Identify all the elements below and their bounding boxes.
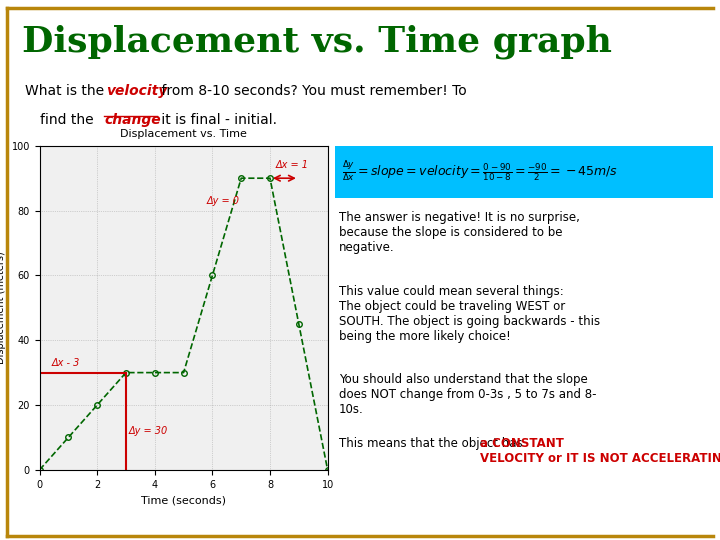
FancyBboxPatch shape bbox=[335, 146, 713, 198]
Text: This means that the object has: This means that the object has bbox=[338, 437, 526, 450]
Text: Δy = 0: Δy = 0 bbox=[207, 196, 240, 206]
Text: from 8-10 seconds? You must remember! To: from 8-10 seconds? You must remember! To bbox=[157, 84, 467, 98]
Text: Δy = 30: Δy = 30 bbox=[129, 426, 168, 436]
X-axis label: Time (seconds): Time (seconds) bbox=[141, 495, 226, 505]
Text: Δx - 3: Δx - 3 bbox=[51, 358, 79, 368]
Text: This value could mean several things:
The object could be traveling WEST or
SOUT: This value could mean several things: Th… bbox=[338, 285, 600, 343]
Text: $\frac{\Delta y}{\Delta x} = slope = velocity = \frac{0-90}{10-8} = \frac{-90}{2: $\frac{\Delta y}{\Delta x} = slope = vel… bbox=[343, 160, 618, 184]
Text: change: change bbox=[104, 113, 161, 127]
Text: velocity: velocity bbox=[107, 84, 168, 98]
Text: it is final - initial.: it is final - initial. bbox=[157, 113, 277, 127]
Text: Δx = 1: Δx = 1 bbox=[276, 160, 309, 171]
Title: Displacement vs. Time: Displacement vs. Time bbox=[120, 130, 247, 139]
Text: find the: find the bbox=[40, 113, 98, 127]
Text: The answer is negative! It is no surprise,
because the slope is considered to be: The answer is negative! It is no surpris… bbox=[338, 211, 580, 254]
Text: What is the: What is the bbox=[25, 84, 109, 98]
Text: You should also understand that the slope
does NOT change from 0-3s , 5 to 7s an: You should also understand that the slop… bbox=[338, 373, 596, 416]
Text: Displacement vs. Time graph: Displacement vs. Time graph bbox=[22, 24, 611, 59]
Text: a CONSTANT
VELOCITY or IT IS NOT ACCELERATING.: a CONSTANT VELOCITY or IT IS NOT ACCELER… bbox=[480, 437, 720, 465]
Y-axis label: Displacement (meters): Displacement (meters) bbox=[0, 252, 6, 364]
